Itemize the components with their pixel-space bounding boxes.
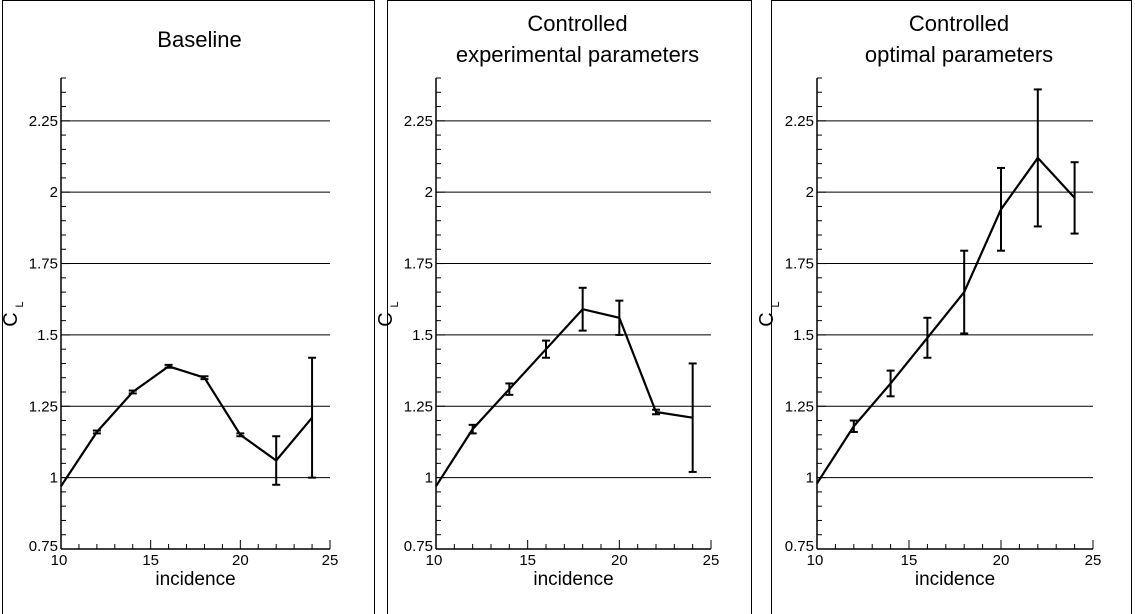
panel-frame xyxy=(387,0,752,614)
panel-frame xyxy=(771,0,1132,614)
series-line xyxy=(60,365,313,487)
y-tick-label: 1 xyxy=(50,470,58,487)
y-tick-label: 0.75 xyxy=(785,538,814,555)
x-tick-label: 20 xyxy=(993,552,1010,569)
x-tick-label: 15 xyxy=(142,552,159,569)
y-tick-label: 1.75 xyxy=(29,256,58,273)
error-bar xyxy=(505,382,514,396)
chart-title-line: Controlled xyxy=(909,11,1009,36)
x-tick-label: 15 xyxy=(519,552,536,569)
y-tick-label: 1.5 xyxy=(793,327,814,344)
error-bar xyxy=(92,429,101,435)
error-bar xyxy=(997,166,1005,252)
series-line xyxy=(435,308,693,487)
error-bar xyxy=(308,356,317,479)
y-tick-label: 1 xyxy=(425,470,433,487)
x-axis-label: incidence xyxy=(155,569,235,590)
chart-panel-2: Controlled experimental parameters 0.75 1 1.… xyxy=(375,0,752,614)
error-bar xyxy=(960,249,969,335)
error-bar xyxy=(1070,161,1079,235)
y-tick-label: 2.25 xyxy=(785,113,814,130)
y-axis-label: CL xyxy=(756,301,782,326)
x-tick-label: 25 xyxy=(322,552,339,569)
y-axis-label-main: C xyxy=(0,312,22,326)
y-tick-label: 1.25 xyxy=(29,398,58,415)
y-tick-label: 1.25 xyxy=(404,398,433,415)
error-bar xyxy=(200,375,209,381)
error-bar xyxy=(468,423,477,435)
y-tick-label: 1.5 xyxy=(37,327,58,344)
y-tick-label: 2 xyxy=(806,184,814,201)
series-line xyxy=(816,156,1076,484)
panel-frame xyxy=(2,0,375,614)
y-axis-label-main: C xyxy=(375,312,397,326)
x-tick-label: 15 xyxy=(901,552,918,569)
y-tick-label: 1 xyxy=(806,470,814,487)
chart-title-line: Controlled xyxy=(527,11,627,36)
y-tick-label: 2.25 xyxy=(29,113,58,130)
y-tick-label: 0.75 xyxy=(404,538,433,555)
y-tick-label: 1.5 xyxy=(412,327,433,344)
x-tick-label: 25 xyxy=(1085,552,1102,569)
chart-panel-3: Controlled optimal parameters 0.75 1 1.25 1.5… xyxy=(756,0,1132,614)
error-bar xyxy=(615,299,624,336)
y-tick-label: 0.75 xyxy=(29,538,58,555)
x-tick-label: 25 xyxy=(703,552,720,569)
y-axis-label-subscript: L xyxy=(770,301,782,307)
y-tick-label: 2.25 xyxy=(404,113,433,130)
error-bar xyxy=(272,435,281,486)
error-bar xyxy=(849,419,858,433)
error-bar xyxy=(652,408,660,416)
error-bar xyxy=(542,339,550,359)
error-bar xyxy=(236,432,245,438)
y-axis-label-subscript: L xyxy=(14,301,26,307)
chart-title-line: Baseline xyxy=(157,27,241,52)
x-tick-label: 20 xyxy=(611,552,628,569)
chart-title-line: experimental parameters xyxy=(456,42,699,67)
y-tick-label: 1.25 xyxy=(785,398,814,415)
y-tick-label: 1.75 xyxy=(785,256,814,273)
y-axis-label-main: C xyxy=(756,312,778,326)
error-bar xyxy=(1033,88,1042,228)
x-tick-label: 20 xyxy=(232,552,249,569)
y-tick-label: 2 xyxy=(425,184,433,201)
y-axis-label-subscript: L xyxy=(389,301,401,307)
error-bar xyxy=(688,362,697,473)
x-axis-label: incidence xyxy=(533,569,613,590)
error-bar xyxy=(128,389,137,395)
error-bar xyxy=(164,363,173,369)
x-tick-label: 10 xyxy=(426,552,443,569)
x-axis-label: incidence xyxy=(915,569,995,590)
x-tick-label: 10 xyxy=(807,552,824,569)
error-bar xyxy=(923,316,932,359)
chart-panel-1: Baseline 0.75 1 1.25 1.5 1.75 2 2.25 10 15 20 25 inc… xyxy=(0,0,375,614)
error-bar xyxy=(578,286,587,332)
y-tick-label: 2 xyxy=(50,184,58,201)
y-axis-label: CL xyxy=(375,301,401,326)
y-tick-label: 1.75 xyxy=(404,256,433,273)
x-tick-label: 10 xyxy=(51,552,68,569)
y-axis-label: CL xyxy=(0,301,26,326)
error-bar xyxy=(886,369,895,398)
chart-title-line: optimal parameters xyxy=(865,42,1053,67)
